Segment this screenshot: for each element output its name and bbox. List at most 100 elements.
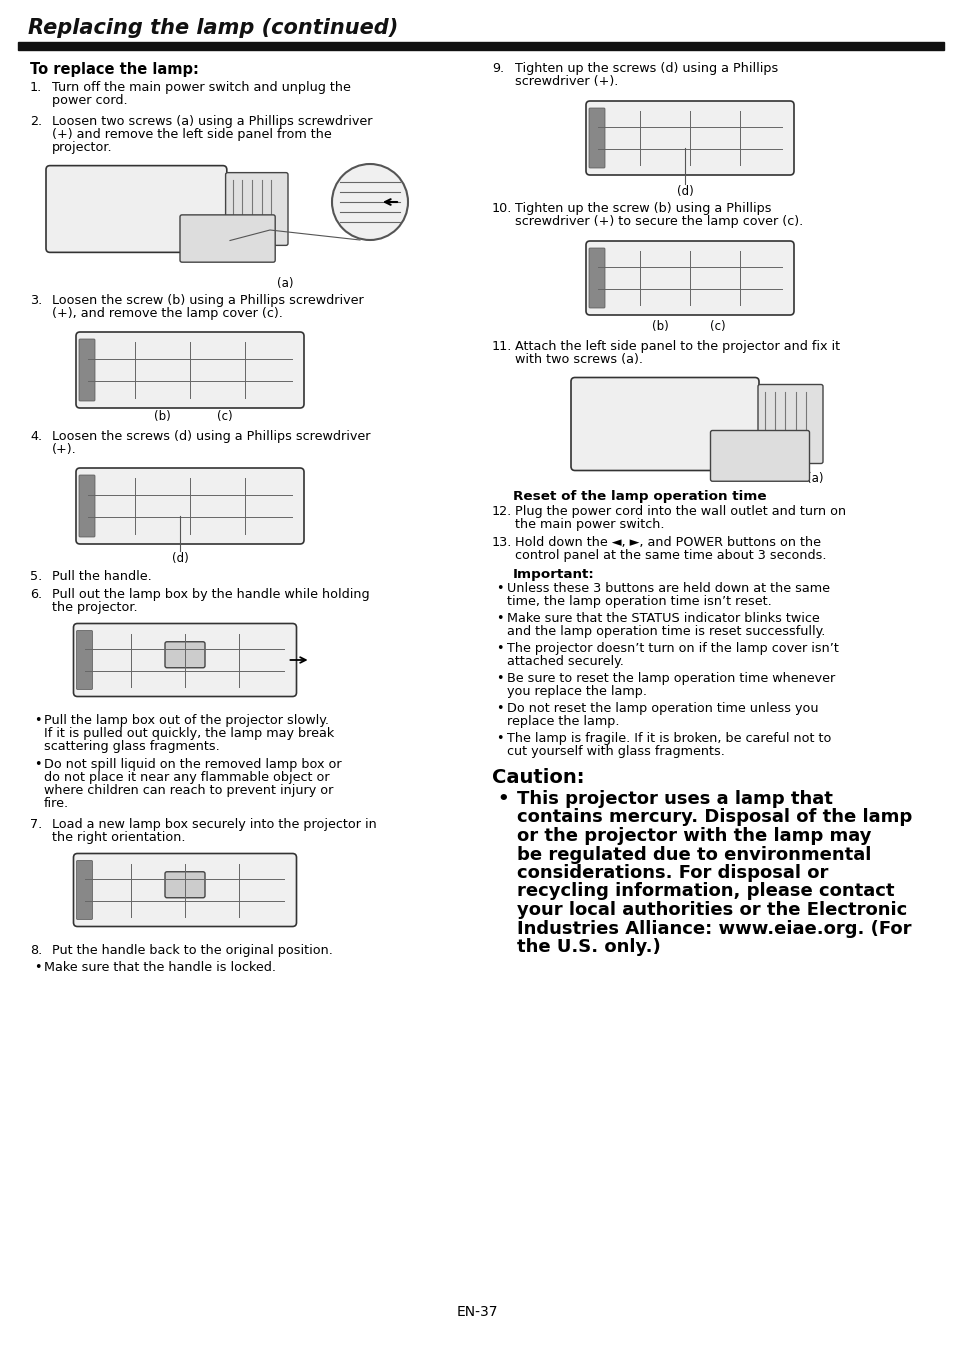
Text: scattering glass fragments.: scattering glass fragments.: [44, 740, 219, 753]
Text: your local authorities or the Electronic: your local authorities or the Electronic: [517, 900, 906, 919]
Text: Caution:: Caution:: [492, 768, 584, 787]
FancyBboxPatch shape: [165, 641, 205, 668]
FancyBboxPatch shape: [588, 108, 604, 167]
Text: (c): (c): [709, 320, 725, 333]
Text: the main power switch.: the main power switch.: [515, 518, 664, 531]
Text: 1.: 1.: [30, 81, 42, 95]
Text: time, the lamp operation time isn’t reset.: time, the lamp operation time isn’t rese…: [506, 595, 771, 608]
Text: Pull the handle.: Pull the handle.: [52, 570, 152, 583]
Text: •: •: [34, 757, 42, 771]
Text: Hold down the ◄, ►, and POWER buttons on the: Hold down the ◄, ►, and POWER buttons on…: [515, 536, 821, 549]
Text: Reset of the lamp operation time: Reset of the lamp operation time: [513, 490, 766, 504]
Text: 12.: 12.: [492, 505, 512, 518]
Text: •: •: [496, 643, 503, 655]
FancyBboxPatch shape: [76, 332, 304, 408]
Text: contains mercury. Disposal of the lamp: contains mercury. Disposal of the lamp: [517, 809, 911, 826]
Text: Pull out the lamp box by the handle while holding: Pull out the lamp box by the handle whil…: [52, 589, 369, 601]
FancyBboxPatch shape: [79, 475, 95, 537]
FancyBboxPatch shape: [76, 860, 92, 919]
Text: considerations. For disposal or: considerations. For disposal or: [517, 864, 827, 882]
Text: 13.: 13.: [492, 536, 512, 549]
FancyBboxPatch shape: [588, 248, 604, 308]
Text: Tighten up the screws (d) using a Phillips: Tighten up the screws (d) using a Philli…: [515, 62, 778, 76]
FancyBboxPatch shape: [165, 872, 205, 898]
FancyBboxPatch shape: [73, 853, 296, 926]
Text: Turn off the main power switch and unplug the: Turn off the main power switch and unplu…: [52, 81, 351, 95]
Text: the projector.: the projector.: [52, 601, 137, 614]
Text: screwdriver (+) to secure the lamp cover (c).: screwdriver (+) to secure the lamp cover…: [515, 215, 802, 228]
Text: Tighten up the screw (b) using a Phillips: Tighten up the screw (b) using a Phillip…: [515, 202, 771, 215]
Text: •: •: [496, 612, 503, 625]
Text: projector.: projector.: [52, 140, 112, 154]
Text: 7.: 7.: [30, 818, 42, 832]
FancyBboxPatch shape: [585, 101, 793, 176]
FancyBboxPatch shape: [225, 173, 288, 246]
Text: the U.S. only.): the U.S. only.): [517, 938, 660, 956]
Text: the right orientation.: the right orientation.: [52, 832, 185, 844]
FancyBboxPatch shape: [76, 630, 92, 690]
Text: This projector uses a lamp that: This projector uses a lamp that: [517, 790, 832, 809]
Text: 4.: 4.: [30, 431, 42, 443]
FancyBboxPatch shape: [73, 624, 296, 697]
Text: Do not spill liquid on the removed lamp box or: Do not spill liquid on the removed lamp …: [44, 757, 341, 771]
Text: (+).: (+).: [52, 443, 76, 456]
FancyBboxPatch shape: [585, 242, 793, 315]
Text: Replacing the lamp (continued): Replacing the lamp (continued): [28, 18, 397, 38]
Text: 5.: 5.: [30, 570, 42, 583]
Text: screwdriver (+).: screwdriver (+).: [515, 76, 618, 88]
FancyBboxPatch shape: [46, 166, 227, 252]
Text: Loosen the screws (d) using a Phillips screwdriver: Loosen the screws (d) using a Phillips s…: [52, 431, 370, 443]
FancyBboxPatch shape: [79, 339, 95, 401]
Text: Unless these 3 buttons are held down at the same: Unless these 3 buttons are held down at …: [506, 582, 829, 595]
Text: 3.: 3.: [30, 294, 42, 306]
Text: fire.: fire.: [44, 796, 69, 810]
Text: If it is pulled out quickly, the lamp may break: If it is pulled out quickly, the lamp ma…: [44, 728, 334, 740]
Text: The lamp is fragile. If it is broken, be careful not to: The lamp is fragile. If it is broken, be…: [506, 732, 830, 745]
Text: 2.: 2.: [30, 115, 42, 128]
Text: where children can reach to prevent injury or: where children can reach to prevent inju…: [44, 784, 333, 796]
Text: Be sure to reset the lamp operation time whenever: Be sure to reset the lamp operation time…: [506, 672, 835, 684]
Text: Attach the left side panel to the projector and fix it: Attach the left side panel to the projec…: [515, 340, 840, 352]
Text: (+) and remove the left side panel from the: (+) and remove the left side panel from …: [52, 128, 332, 140]
Text: •: •: [34, 961, 42, 973]
Text: Important:: Important:: [513, 568, 594, 580]
Text: Loosen the screw (b) using a Phillips screwdriver: Loosen the screw (b) using a Phillips sc…: [52, 294, 363, 306]
Text: (d): (d): [676, 185, 693, 198]
Circle shape: [332, 163, 408, 240]
Text: 8.: 8.: [30, 944, 42, 957]
Text: you replace the lamp.: you replace the lamp.: [506, 684, 646, 698]
Text: (b): (b): [153, 410, 171, 423]
Text: do not place it near any flammable object or: do not place it near any flammable objec…: [44, 771, 330, 784]
Text: Industries Alliance: www.eiae.org. (For: Industries Alliance: www.eiae.org. (For: [517, 919, 910, 937]
Text: (a): (a): [276, 277, 293, 290]
Text: power cord.: power cord.: [52, 95, 128, 107]
FancyBboxPatch shape: [710, 431, 809, 481]
Text: or the projector with the lamp may: or the projector with the lamp may: [517, 828, 871, 845]
Text: (+), and remove the lamp cover (c).: (+), and remove the lamp cover (c).: [52, 306, 283, 320]
FancyBboxPatch shape: [571, 378, 759, 471]
Text: To replace the lamp:: To replace the lamp:: [30, 62, 198, 77]
Text: recycling information, please contact: recycling information, please contact: [517, 883, 894, 900]
Text: •: •: [497, 790, 508, 809]
Text: •: •: [496, 702, 503, 716]
Text: EN-37: EN-37: [456, 1305, 497, 1319]
Text: with two screws (a).: with two screws (a).: [515, 352, 642, 366]
Text: •: •: [496, 582, 503, 595]
Text: Pull the lamp box out of the projector slowly.: Pull the lamp box out of the projector s…: [44, 714, 329, 728]
Bar: [18, 42, 943, 50]
Text: control panel at the same time about 3 seconds.: control panel at the same time about 3 s…: [515, 549, 825, 562]
Text: 10.: 10.: [492, 202, 512, 215]
Text: •: •: [34, 714, 42, 728]
Text: 11.: 11.: [492, 340, 512, 352]
Text: Make sure that the handle is locked.: Make sure that the handle is locked.: [44, 961, 275, 973]
Text: Put the handle back to the original position.: Put the handle back to the original posi…: [52, 944, 333, 957]
Text: replace the lamp.: replace the lamp.: [506, 716, 618, 728]
Text: (c): (c): [217, 410, 233, 423]
Text: •: •: [496, 732, 503, 745]
FancyBboxPatch shape: [180, 215, 274, 262]
FancyBboxPatch shape: [758, 385, 822, 463]
Text: be regulated due to environmental: be regulated due to environmental: [517, 845, 870, 864]
Text: Do not reset the lamp operation time unless you: Do not reset the lamp operation time unl…: [506, 702, 818, 716]
Text: Make sure that the STATUS indicator blinks twice: Make sure that the STATUS indicator blin…: [506, 612, 819, 625]
Text: (b): (b): [651, 320, 668, 333]
